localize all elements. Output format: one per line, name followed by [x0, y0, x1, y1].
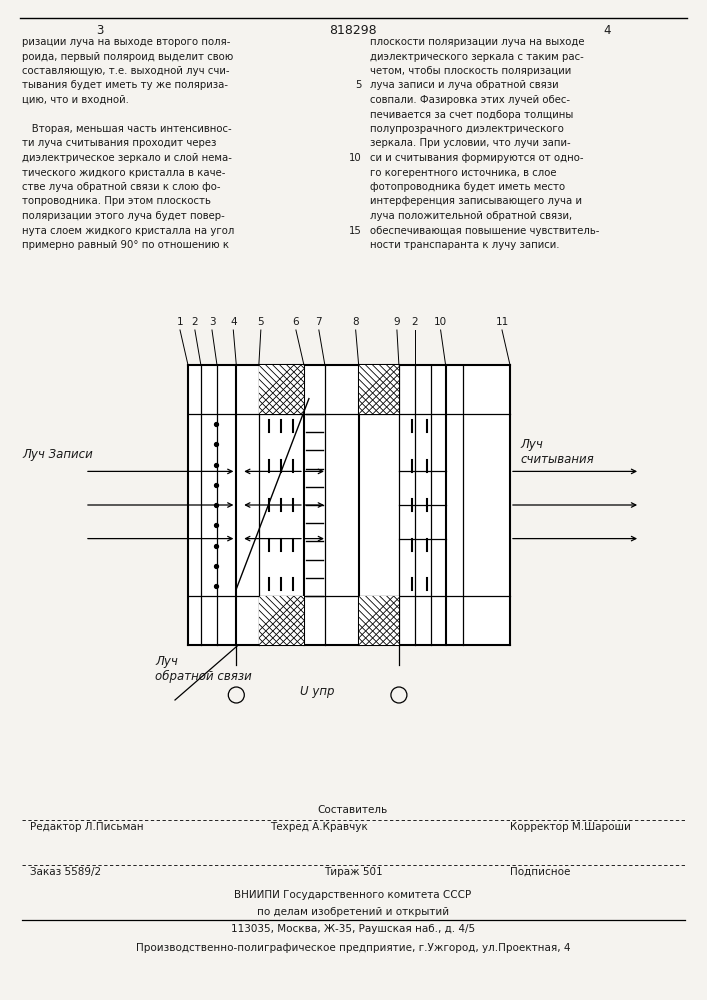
Text: Луч
обратной связи: Луч обратной связи — [155, 655, 252, 683]
Text: Редактор Л.Письман: Редактор Л.Письман — [30, 822, 144, 832]
Text: 11: 11 — [496, 317, 508, 327]
Text: ности транспаранта к лучу записи.: ности транспаранта к лучу записи. — [370, 240, 559, 250]
Bar — [358, 596, 399, 645]
Text: луча положительной обратной связи,: луча положительной обратной связи, — [370, 211, 572, 221]
Bar — [358, 365, 399, 414]
Text: совпали. Фазировка этих лучей обес-: совпали. Фазировка этих лучей обес- — [370, 95, 570, 105]
Text: 8: 8 — [352, 317, 359, 327]
Text: ВНИИПИ Государственного комитета СССР: ВНИИПИ Государственного комитета СССР — [235, 890, 472, 900]
Text: Корректор М.Шароши: Корректор М.Шароши — [510, 822, 631, 832]
Text: 2: 2 — [411, 317, 419, 327]
Text: Техред А.Кравчук: Техред А.Кравчук — [270, 822, 368, 832]
Text: 10: 10 — [349, 153, 362, 163]
Text: зеркала. При условии, что лучи запи-: зеркала. При условии, что лучи запи- — [370, 138, 571, 148]
Text: фотопроводника будет иметь место: фотопроводника будет иметь место — [370, 182, 565, 192]
Text: Заказ 5589/2: Заказ 5589/2 — [30, 867, 101, 877]
Text: 1: 1 — [177, 317, 183, 327]
Text: составляющую, т.е. выходной луч счи-: составляющую, т.е. выходной луч счи- — [22, 66, 230, 76]
Text: 5: 5 — [356, 81, 362, 91]
Text: 15: 15 — [349, 226, 362, 235]
Text: тического жидкого кристалла в каче-: тического жидкого кристалла в каче- — [22, 167, 226, 178]
Text: стве луча обратной связи к слою фо-: стве луча обратной связи к слою фо- — [22, 182, 221, 192]
Bar — [188, 365, 510, 645]
Text: полупрозрачного диэлектрического: полупрозрачного диэлектрического — [370, 124, 564, 134]
Text: печивается за счет подбора толщины: печивается за счет подбора толщины — [370, 109, 573, 119]
Text: Составитель: Составитель — [318, 805, 388, 815]
Text: Подписное: Подписное — [510, 867, 571, 877]
Text: 2: 2 — [192, 317, 198, 327]
Text: 5: 5 — [257, 317, 264, 327]
Text: 113035, Москва, Ж-35, Раушская наб., д. 4/5: 113035, Москва, Ж-35, Раушская наб., д. … — [231, 924, 475, 934]
Text: 818298: 818298 — [329, 24, 377, 37]
Text: 3: 3 — [209, 317, 216, 327]
Text: U упр: U упр — [300, 686, 335, 698]
Text: Вторая, меньшая часть интенсивнос-: Вторая, меньшая часть интенсивнос- — [22, 124, 232, 134]
Text: примерно равный 90° по отношению к: примерно равный 90° по отношению к — [22, 240, 229, 250]
Text: плоскости поляризации луча на выходе: плоскости поляризации луча на выходе — [370, 37, 585, 47]
Text: 4: 4 — [603, 24, 611, 37]
Text: Производственно-полиграфическое предприятие, г.Ужгород, ул.Проектная, 4: Производственно-полиграфическое предприя… — [136, 943, 571, 953]
Text: интерференция записывающего луча и: интерференция записывающего луча и — [370, 196, 582, 207]
Text: ризации луча на выходе второго поля-: ризации луча на выходе второго поля- — [22, 37, 230, 47]
Text: диэлектрического зеркала с таким рас-: диэлектрического зеркала с таким рас- — [370, 51, 584, 62]
Text: тывания будет иметь ту же поляриза-: тывания будет иметь ту же поляриза- — [22, 81, 228, 91]
Text: по делам изобретений и открытий: по делам изобретений и открытий — [257, 907, 449, 917]
Text: луча записи и луча обратной связи: луча записи и луча обратной связи — [370, 81, 559, 91]
Bar — [259, 596, 304, 645]
Text: 6: 6 — [293, 317, 299, 327]
Text: Луч Записи: Луч Записи — [22, 448, 93, 461]
Text: обеспечивающая повышение чувствитель-: обеспечивающая повышение чувствитель- — [370, 226, 600, 235]
Text: топроводника. При этом плоскость: топроводника. При этом плоскость — [22, 196, 211, 207]
Text: 10: 10 — [434, 317, 447, 327]
Text: роида, первый поляроид выделит свою: роида, первый поляроид выделит свою — [22, 51, 233, 62]
Text: 3: 3 — [96, 24, 104, 37]
Text: го когерентного источника, в слое: го когерентного источника, в слое — [370, 167, 556, 178]
Text: Тираж 501: Тираж 501 — [324, 867, 382, 877]
Text: цию, что и входной.: цию, что и входной. — [22, 95, 129, 105]
Text: 4: 4 — [230, 317, 237, 327]
Text: си и считывания формируются от одно-: си и считывания формируются от одно- — [370, 153, 583, 163]
Text: ти луча считывания проходит через: ти луча считывания проходит через — [22, 138, 216, 148]
Text: диэлектрическое зеркало и слой нема-: диэлектрическое зеркало и слой нема- — [22, 153, 232, 163]
Text: 9: 9 — [394, 317, 400, 327]
Text: нута слоем жидкого кристалла на угол: нута слоем жидкого кристалла на угол — [22, 226, 235, 235]
Text: поляризации этого луча будет повер-: поляризации этого луча будет повер- — [22, 211, 225, 221]
Text: четом, чтобы плоскость поляризации: четом, чтобы плоскость поляризации — [370, 66, 571, 76]
Text: Луч
считывания: Луч считывания — [520, 438, 594, 466]
Text: 7: 7 — [315, 317, 322, 327]
Bar — [259, 365, 304, 414]
